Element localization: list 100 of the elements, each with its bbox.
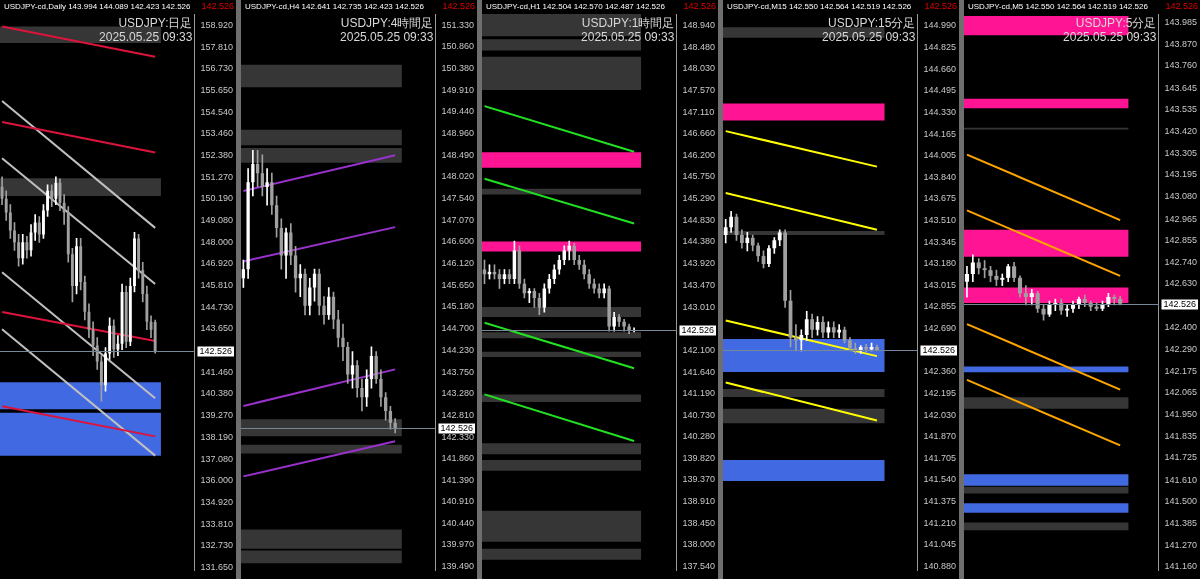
y-tick-label: 139.490 — [441, 561, 475, 572]
y-tick-label: 141.270 — [1164, 540, 1198, 551]
y-tick-label: 146.920 — [200, 258, 234, 269]
y-tick-label: 141.210 — [923, 517, 957, 528]
y-tick-label: 137.080 — [200, 453, 234, 464]
y-tick-label: 155.650 — [200, 84, 234, 95]
y-tick-label: 158.920 — [200, 20, 234, 30]
y-tick-label: 148.020 — [441, 171, 475, 182]
y-tick-label: 142.855 — [1164, 234, 1198, 245]
chart-title: USDJPY-cd,M15 142.550 142.564 142.519 142.526 — [727, 2, 912, 12]
y-tick-label: 143.015 — [923, 280, 957, 291]
y-tick-label: 141.860 — [441, 453, 475, 464]
y-tick-label: 143.470 — [682, 279, 716, 290]
y-tick-label: 142.965 — [1164, 213, 1198, 224]
y-tick-label: 143.535 — [1164, 103, 1198, 114]
y-tick-label: 143.985 — [1164, 17, 1198, 28]
annotation: 2025.05.25 09:33 — [822, 30, 916, 45]
y-tick-label: 141.460 — [200, 366, 234, 377]
y-tick-label: 144.830 — [682, 215, 716, 226]
y-tick-label: 132.730 — [200, 540, 234, 551]
y-tick-label: 142.630 — [1164, 278, 1198, 289]
y-tick-label: 143.750 — [441, 366, 475, 377]
y-tick-label: 141.375 — [923, 496, 957, 506]
annotation: USDJPY:1時間足 — [581, 16, 675, 31]
y-tick-label: 145.290 — [682, 193, 716, 204]
y-tick-label: 146.200 — [682, 150, 716, 161]
candlestick — [1065, 304, 1070, 317]
y-tick-label: 150.860 — [441, 41, 475, 52]
y-tick-label: 143.645 — [1164, 82, 1198, 93]
y-tick-label: 141.045 — [923, 539, 957, 550]
y-tick-label: 157.810 — [200, 42, 234, 53]
y-tick-label: 142.065 — [1164, 386, 1198, 397]
y-tick-label: 142.400 — [1164, 322, 1198, 333]
y-tick-label: 143.280 — [441, 388, 475, 399]
y-tick-label: 131.650 — [200, 561, 234, 572]
annotation: 2025.05.25 09:33 — [340, 30, 434, 45]
y-tick-label: 142.290 — [1164, 343, 1198, 354]
y-tick-label: 142.690 — [923, 322, 957, 333]
text: 142.526 — [683, 1, 716, 12]
y-tick-label: 143.345 — [923, 236, 957, 247]
y-tick-label: 148.030 — [682, 63, 716, 74]
y-tick-label: 141.870 — [923, 430, 957, 441]
y-tick-label: 141.705 — [923, 452, 957, 463]
y-tick-label: 153.460 — [200, 128, 234, 139]
candlestick — [1000, 273, 1005, 286]
candlestick — [133, 232, 136, 293]
annotation: 2025.05.25 09:33 — [581, 30, 675, 45]
y-tick-label: 138.450 — [682, 518, 716, 529]
chart-title: USDJPY-cd,Daily 143.994 144.089 142.423 142.526 — [4, 2, 192, 12]
y-tick-label: 139.970 — [441, 539, 475, 550]
y-tick-label: 143.420 — [1164, 125, 1198, 136]
y-tick-label: 146.120 — [441, 258, 475, 269]
chart-title: USDJPY-cd,H4 142.641 142.735 142.423 142.526 — [245, 2, 425, 12]
y-tick-label: 141.385 — [1164, 517, 1198, 528]
candlestick — [42, 204, 45, 239]
y-tick-label: 148.480 — [682, 41, 716, 52]
y-tick-label: 141.725 — [1164, 452, 1198, 463]
y-tick-label: 138.190 — [200, 431, 234, 442]
y-tick-label: 141.640 — [682, 366, 716, 377]
y-tick-label: 140.730 — [682, 409, 716, 420]
ref-line-label: 142.526 — [1163, 298, 1197, 309]
y-tick-label: 144.380 — [682, 236, 716, 247]
y-tick-label: 145.650 — [441, 279, 475, 290]
chart-title: USDJPY-cd,M5 142.550 142.564 142.519 142.526 — [968, 2, 1149, 12]
y-tick-label: 138.000 — [682, 539, 716, 550]
y-tick-label: 141.540 — [923, 474, 957, 485]
y-tick-label: 140.880 — [923, 561, 957, 572]
y-tick-label: 147.070 — [441, 214, 475, 225]
y-tick-label: 143.195 — [1164, 169, 1198, 180]
y-tick-label: 143.840 — [923, 171, 957, 182]
candlestick — [13, 222, 16, 251]
y-tick-label: 141.500 — [1164, 495, 1198, 506]
y-tick-label: 134.920 — [200, 496, 234, 507]
chart-title: USDJPY-cd,H1 142.504 142.570 142.487 142.526 — [486, 2, 666, 12]
ref-line-label: 142.526 — [199, 345, 233, 356]
y-tick-label: 147.570 — [682, 84, 716, 95]
y-tick-label: 145.810 — [200, 280, 234, 291]
y-tick-label: 142.810 — [441, 409, 475, 420]
y-tick-label: 140.280 — [682, 431, 716, 442]
y-tick-label: 139.820 — [682, 453, 716, 463]
y-tick-label: 152.380 — [200, 149, 234, 160]
text: 142.526 — [442, 1, 475, 12]
y-tick-label: 149.440 — [441, 106, 475, 117]
y-tick-label: 143.510 — [923, 215, 957, 226]
y-tick-label: 143.870 — [1164, 39, 1198, 50]
y-tick-label: 144.660 — [923, 63, 957, 74]
y-tick-label: 145.180 — [441, 301, 475, 312]
y-tick-label: 143.305 — [1164, 148, 1198, 159]
y-tick-label: 140.910 — [441, 496, 475, 507]
candlestick — [341, 323, 345, 361]
y-tick-label: 146.600 — [441, 236, 475, 247]
ref-line-label: 142.526 — [922, 344, 956, 355]
ref-line-label: 142.526 — [440, 422, 474, 433]
y-tick-label: 143.010 — [682, 301, 716, 312]
y-tick-label: 141.835 — [1164, 431, 1198, 442]
y-tick-label: 150.380 — [441, 63, 475, 74]
y-tick-label: 144.990 — [923, 20, 957, 31]
y-tick-label: 142.100 — [682, 344, 716, 355]
y-tick-label: 143.180 — [923, 258, 957, 269]
y-tick-label: 141.610 — [1164, 474, 1198, 485]
